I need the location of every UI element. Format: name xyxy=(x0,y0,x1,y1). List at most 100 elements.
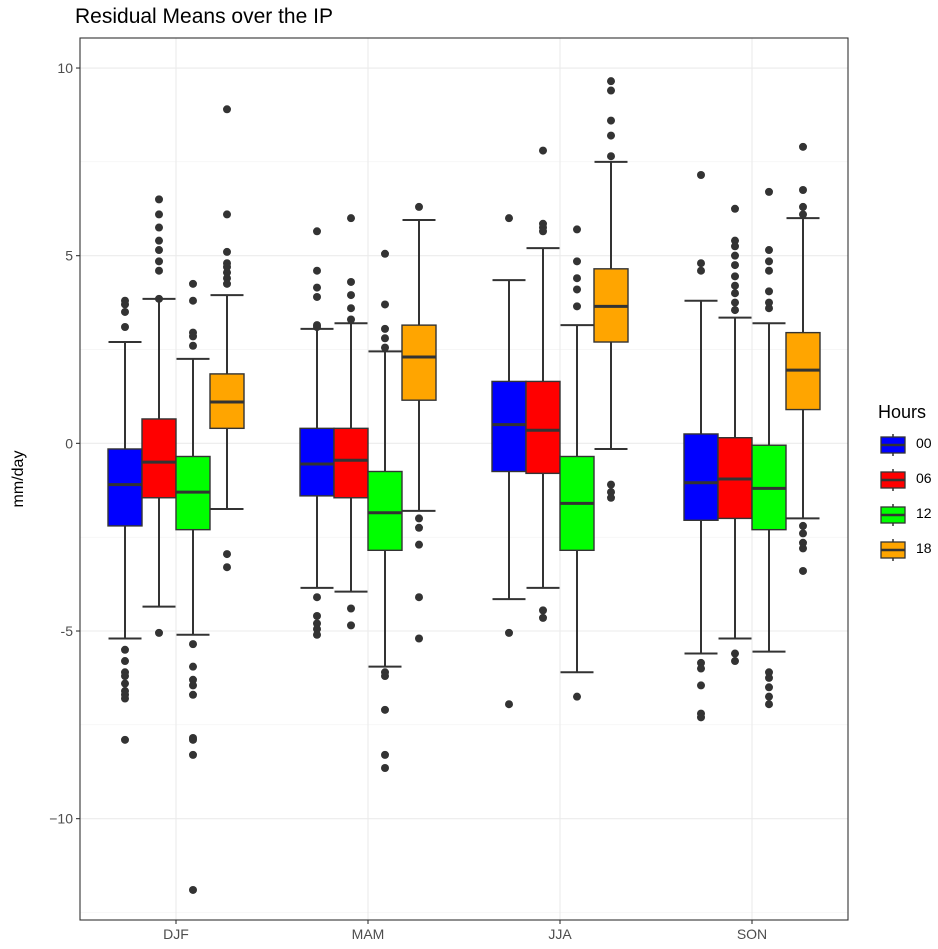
outlier-point xyxy=(189,690,197,699)
grid-lines xyxy=(80,38,848,920)
outlier-point xyxy=(121,657,129,666)
box-18-SON xyxy=(785,142,821,575)
outlier-point xyxy=(731,251,739,260)
outlier-point xyxy=(765,298,773,307)
outlier-point xyxy=(731,261,739,270)
y-tick-label: 5 xyxy=(65,248,73,264)
outlier-point xyxy=(313,283,321,292)
outlier-point xyxy=(415,540,423,549)
outlier-point xyxy=(697,266,705,275)
outlier-point xyxy=(189,341,197,350)
outlier-point xyxy=(347,621,355,630)
x-tick-label: MAM xyxy=(352,926,385,942)
outlier-point xyxy=(223,279,231,288)
boxplot-series xyxy=(107,77,821,894)
outlier-point xyxy=(799,186,807,195)
outlier-point xyxy=(697,681,705,690)
outlier-point xyxy=(607,116,615,125)
outlier-point xyxy=(189,885,197,894)
legend-label: 00 xyxy=(916,435,932,451)
outlier-point xyxy=(189,279,197,288)
box-06-MAM xyxy=(333,214,369,630)
outlier-point xyxy=(155,246,163,255)
outlier-point xyxy=(765,692,773,701)
box-iqr xyxy=(683,433,719,521)
outlier-point xyxy=(505,700,513,709)
outlier-point xyxy=(313,593,321,602)
box-12-MAM xyxy=(367,249,403,772)
outlier-point xyxy=(347,315,355,324)
outlier-point xyxy=(381,750,389,759)
outlier-point xyxy=(607,131,615,140)
y-tick-label: −10 xyxy=(49,811,73,827)
outlier-point xyxy=(697,664,705,673)
outlier-point xyxy=(799,544,807,553)
outlier-point xyxy=(731,298,739,307)
outlier-point xyxy=(415,593,423,602)
outlier-point xyxy=(223,274,231,283)
outlier-point xyxy=(313,630,321,639)
outlier-point xyxy=(799,538,807,547)
outlier-point xyxy=(607,86,615,95)
outlier-point xyxy=(573,285,581,294)
outlier-point xyxy=(313,611,321,620)
panel-border xyxy=(79,37,849,921)
box-00-MAM xyxy=(299,227,335,639)
legend-item-12: 12 xyxy=(878,500,938,530)
outlier-point xyxy=(155,236,163,245)
outlier-point xyxy=(313,292,321,301)
legend-key-12 xyxy=(880,504,906,526)
box-06-JJA xyxy=(525,146,561,622)
outlier-point xyxy=(573,302,581,311)
outlier-point xyxy=(607,77,615,86)
outlier-point xyxy=(765,304,773,313)
outlier-point xyxy=(189,675,197,684)
outlier-point xyxy=(189,296,197,305)
outlier-point xyxy=(121,735,129,744)
box-iqr xyxy=(367,470,403,552)
outlier-point xyxy=(189,332,197,341)
outlier-point xyxy=(313,625,321,634)
outlier-point xyxy=(697,713,705,722)
outlier-point xyxy=(539,146,547,155)
outlier-point xyxy=(799,529,807,538)
outlier-point xyxy=(505,214,513,223)
box-iqr xyxy=(491,380,527,473)
box-iqr xyxy=(299,427,335,497)
outlier-point xyxy=(799,142,807,151)
box-06-DJF xyxy=(141,195,177,637)
outlier-point xyxy=(313,266,321,275)
box-00-DJF xyxy=(107,296,143,744)
box-iqr xyxy=(141,418,177,499)
outlier-point xyxy=(347,304,355,313)
legend-item-06: 06 xyxy=(878,465,938,495)
outlier-point xyxy=(607,493,615,502)
box-12-JJA xyxy=(559,225,595,701)
outlier-point xyxy=(381,324,389,333)
outlier-point xyxy=(799,210,807,219)
outlier-point xyxy=(415,634,423,643)
outlier-point xyxy=(799,202,807,211)
box-12-SON xyxy=(751,187,787,709)
x-tick-label: JJA xyxy=(548,926,572,942)
outlier-point xyxy=(697,658,705,667)
outlier-point xyxy=(765,257,773,266)
outlier-point xyxy=(223,262,231,271)
outlier-point xyxy=(505,628,513,637)
outlier-point xyxy=(765,266,773,275)
legend-title: Hours xyxy=(878,402,927,422)
outlier-point xyxy=(347,291,355,300)
outlier-point xyxy=(155,195,163,204)
outlier-point xyxy=(539,227,547,236)
y-tick-label: 0 xyxy=(65,435,73,451)
outlier-point xyxy=(381,763,389,772)
y-tick-label: 10 xyxy=(57,60,73,76)
outlier-point xyxy=(121,307,129,316)
box-iqr xyxy=(333,427,369,499)
outlier-point xyxy=(765,187,773,196)
box-18-JJA xyxy=(593,77,629,502)
outlier-point xyxy=(155,210,163,219)
box-00-SON xyxy=(683,170,719,722)
outlier-point xyxy=(607,152,615,161)
